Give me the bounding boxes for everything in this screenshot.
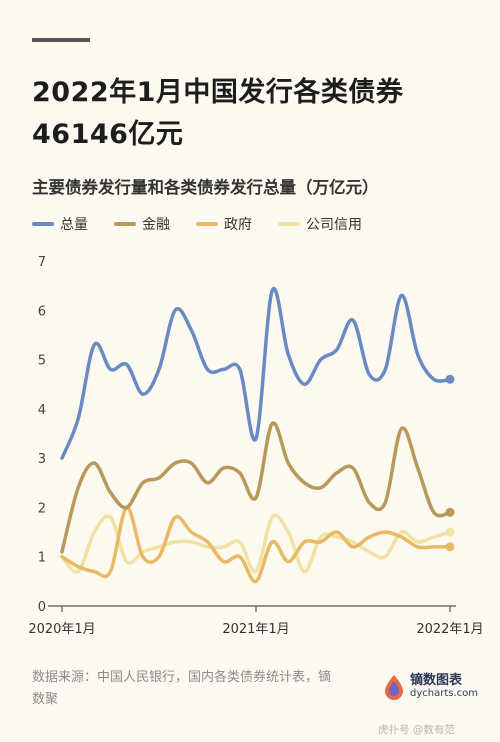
chart-subtitle: 主要债券发行量和各类债券发行总量（万亿元） <box>32 178 379 197</box>
y-tick-label: 1 <box>38 551 46 566</box>
legend-label-finance: 金融 <box>142 217 170 233</box>
legend-item-government: 政府 <box>196 214 252 234</box>
legend-item-finance: 金融 <box>114 214 170 234</box>
brand-logo: 镝数图表 dycharts.com <box>383 674 478 700</box>
x-tick-label: 2022年1月 <box>416 622 483 637</box>
footer-watermark: 虎扑号 @数有范 <box>378 724 455 736</box>
legend-item-total: 总量 <box>32 214 88 234</box>
line-chart: 0 1 2 3 4 5 6 7 2020年1月 2021年1月 2022年1月 <box>28 255 483 637</box>
y-tick-label: 6 <box>38 304 46 319</box>
series-line-corporate <box>60 513 452 574</box>
legend-label-corporate: 公司信用 <box>306 217 362 233</box>
y-tick-label: 7 <box>38 255 46 270</box>
legend-swatch-government <box>196 222 218 226</box>
series-line-finance <box>60 421 452 554</box>
x-tick-label: 2021年1月 <box>222 622 289 637</box>
brand-name: 镝数图表 <box>410 673 463 688</box>
data-source-note: 数据来源：中国人民银行，国内各类债券统计表，镝数聚 <box>32 670 332 707</box>
series-end-point-government <box>445 542 455 552</box>
page-title-line2: 46146亿元 <box>32 119 184 150</box>
series-end-point-finance <box>445 507 455 517</box>
legend-label-total: 总量 <box>60 217 88 233</box>
series-end-point-corporate <box>445 527 455 537</box>
legend-swatch-finance <box>114 222 136 226</box>
y-tick-label: 3 <box>38 452 46 467</box>
legend-item-corporate: 公司信用 <box>278 214 362 234</box>
legend-swatch-corporate <box>278 222 300 226</box>
legend-swatch-total <box>32 222 54 226</box>
droplet-logo-icon <box>385 675 403 700</box>
accent-bar <box>32 38 90 42</box>
y-tick-label: 5 <box>38 354 46 369</box>
brand-url: dycharts.com <box>410 688 479 699</box>
x-tick-label: 2020年1月 <box>28 622 95 637</box>
y-tick-label: 0 <box>38 600 46 615</box>
series-line-total <box>60 286 452 460</box>
chart-legend: 总量 金融 政府 公司信用 <box>32 214 388 234</box>
y-tick-label: 2 <box>38 501 46 516</box>
page-title-line1: 2022年1月中国发行各类债券 <box>32 77 404 108</box>
legend-label-government: 政府 <box>224 217 252 233</box>
y-tick-label: 4 <box>38 403 46 418</box>
series-end-point-total <box>445 374 455 384</box>
